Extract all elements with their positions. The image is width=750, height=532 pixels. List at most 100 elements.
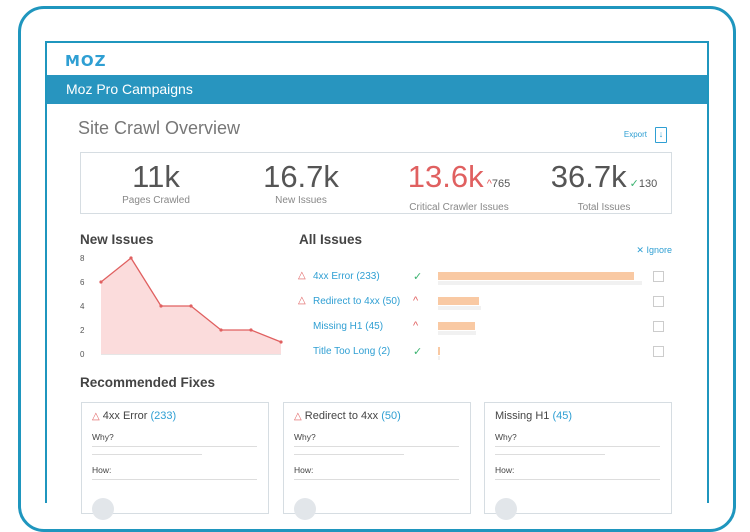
stat-label: New Issues xyxy=(275,195,327,206)
why-label: Why? xyxy=(294,432,316,442)
how-label: How: xyxy=(495,465,515,475)
divider xyxy=(92,446,257,447)
issue-bar xyxy=(438,347,440,355)
fix-card-header: △ 4xx Error (233) xyxy=(92,410,176,422)
issue-checkbox[interactable] xyxy=(653,296,664,307)
stat-delta-value: 765 xyxy=(491,178,511,190)
fix-card-title: Missing H1 xyxy=(495,410,550,422)
fix-card-title: Redirect to 4xx xyxy=(304,410,379,422)
issue-row[interactable]: Missing H1 (45) ^ xyxy=(298,318,678,338)
stat-new-issues: 16.7k New Issues xyxy=(226,153,376,213)
issue-checkbox[interactable] xyxy=(653,271,664,282)
stat-value: 16.7k xyxy=(263,159,339,194)
stat-label: Pages Crawled xyxy=(122,195,190,206)
issue-row[interactable]: Title Too Long (2) ✓ xyxy=(298,343,678,363)
warning-icon: △ xyxy=(92,411,100,422)
recommended-fixes-title: Recommended Fixes xyxy=(80,375,216,390)
divider xyxy=(294,454,404,455)
stat-total-issues: 36.7k ✓130 Total Issues xyxy=(529,153,679,213)
fix-card-header: △ Redirect to 4xx (50) xyxy=(294,410,401,422)
stat-critical-issues: 13.6k ^765 Critical Crawler Issues xyxy=(379,153,539,213)
arrow-up-icon: ^ xyxy=(486,178,492,190)
data-point[interactable] xyxy=(129,256,133,260)
issue-bar-track xyxy=(438,356,440,360)
data-point[interactable] xyxy=(249,328,253,332)
data-point[interactable] xyxy=(219,328,223,332)
issue-row[interactable]: △ Redirect to 4xx (50) ^ xyxy=(298,293,678,313)
issue-bar-track xyxy=(438,331,476,335)
fix-card-redirect[interactable]: △ Redirect to 4xx (50) Why? How: xyxy=(283,402,471,520)
why-label: Why? xyxy=(495,432,517,442)
fix-card-title: 4xx Error xyxy=(102,410,148,422)
arrow-down-icon: ✓ xyxy=(629,178,639,190)
export-icon[interactable]: ↓ xyxy=(655,127,667,143)
export-link[interactable]: Export xyxy=(623,130,647,139)
stat-value: 36.7k xyxy=(550,159,627,194)
issue-bar xyxy=(438,272,634,280)
issue-bar xyxy=(438,297,479,305)
stat-value-row: 13.6k ^765 xyxy=(379,158,539,203)
y-tick-label: 4 xyxy=(80,302,85,311)
moz-logo[interactable]: MOZ xyxy=(65,52,107,70)
how-label: How: xyxy=(92,465,112,475)
data-point[interactable] xyxy=(159,304,163,308)
issue-row[interactable]: △ 4xx Error (233) ✓ xyxy=(298,268,678,288)
divider xyxy=(294,446,459,447)
new-issues-chart: 8 6 4 2 0 xyxy=(80,254,283,359)
fix-card-header: Missing H1 (45) xyxy=(495,410,572,422)
ignore-label: Ignore xyxy=(646,245,672,255)
y-tick-label: 6 xyxy=(80,278,85,287)
avatar xyxy=(294,498,316,520)
fix-card-4xx[interactable]: △ 4xx Error (233) Why? How: xyxy=(81,402,269,520)
campaigns-header: Moz Pro Campaigns xyxy=(47,75,707,104)
divider xyxy=(495,479,660,480)
data-point[interactable] xyxy=(189,304,193,308)
fix-card-count: (45) xyxy=(552,410,573,422)
issue-bar xyxy=(438,322,475,330)
all-issues-title: All Issues xyxy=(299,232,363,247)
stat-value-row: 36.7k ✓130 xyxy=(529,158,679,203)
new-issues-title: New Issues xyxy=(80,232,154,247)
issue-name[interactable]: Missing H1 (45) xyxy=(313,321,384,332)
issue-name[interactable]: Title Too Long (2) xyxy=(313,346,391,357)
trend-up-icon: ^ xyxy=(413,295,419,307)
avatar xyxy=(495,498,517,520)
fix-card-missing-h1[interactable]: Missing H1 (45) Why? How: xyxy=(484,402,672,520)
divider xyxy=(495,454,605,455)
issue-checkbox[interactable] xyxy=(653,346,664,357)
stat-delta-value: 130 xyxy=(638,178,658,190)
y-tick-label: 2 xyxy=(80,326,85,335)
stat-value: 11k xyxy=(132,159,180,194)
fix-card-count: (233) xyxy=(150,410,177,422)
trend-down-icon: ✓ xyxy=(413,346,423,358)
issue-checkbox[interactable] xyxy=(653,321,664,332)
data-point[interactable] xyxy=(279,340,283,344)
data-point[interactable] xyxy=(99,280,103,284)
issue-name[interactable]: 4xx Error (233) xyxy=(313,271,380,282)
trend-down-icon: ✓ xyxy=(413,271,423,283)
y-tick-label: 0 xyxy=(80,350,85,359)
close-icon: ✕ xyxy=(636,245,644,255)
stat-label: Total Issues xyxy=(577,202,631,213)
avatar xyxy=(92,498,114,520)
issue-name[interactable]: Redirect to 4xx (50) xyxy=(313,296,401,307)
divider xyxy=(495,446,660,447)
app-screen: MOZ Moz Pro Campaigns xyxy=(45,41,709,503)
logo-bar: MOZ xyxy=(47,43,707,75)
campaigns-title: Moz Pro Campaigns xyxy=(66,81,193,97)
warning-icon: △ xyxy=(294,411,302,422)
stat-delta-up: ^765 xyxy=(484,178,511,190)
page-title: Site Crawl Overview xyxy=(78,118,241,138)
warning-icon: △ xyxy=(298,295,306,306)
divider xyxy=(92,479,257,480)
divider xyxy=(294,479,459,480)
stat-value: 13.6k xyxy=(407,159,484,194)
fix-card-count: (50) xyxy=(381,410,401,422)
stat-delta-down: ✓130 xyxy=(627,178,658,190)
stat-label: Critical Crawler Issues xyxy=(409,202,509,213)
how-label: How: xyxy=(294,465,314,475)
warning-icon: △ xyxy=(298,270,306,281)
y-tick-label: 8 xyxy=(80,254,85,263)
issue-bar-track xyxy=(438,306,481,310)
ignore-button[interactable]: ✕ Ignore xyxy=(636,245,672,256)
